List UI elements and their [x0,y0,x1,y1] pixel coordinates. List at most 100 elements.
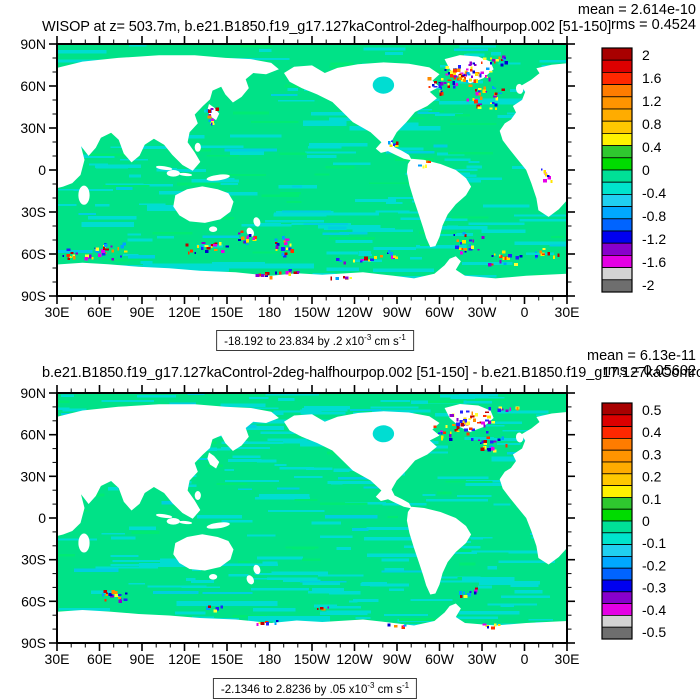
y-tick-label: 60S [21,593,46,609]
caption-scale-exponent: -3 [367,681,375,690]
caption-unit-text: cm s [374,683,402,696]
colorbar-tick-label: -1.6 [642,254,666,270]
extreme-value-speckles [102,406,520,630]
colorbar-tick-label: 0.8 [642,116,662,132]
colorbar-tick-label: 0.2 [642,469,662,485]
x-tick-label: 30W [468,304,498,320]
y-tick-label: 30S [21,552,46,568]
map-field [57,393,567,643]
y-tick-label: 60S [21,246,46,262]
panel-bottom-stats: mean = 6.13e-11 rms = 0.05602 [587,349,696,379]
panel-top-range-caption: -18.192 to 23.834 by .2 x10-3 cm s-1 [216,330,414,351]
caption-scale-text: x10 [345,335,365,348]
x-tick-label: 30E [45,651,70,667]
x-axis-labels: 30E 60E 90E 120E 150E 180 150W 120W 90W 60W 30W 0 30… [45,651,580,667]
x-tick-label: 150E [211,651,244,667]
x-tick-label: 30E [555,651,580,667]
x-tick-label: 150E [211,304,244,320]
y-tick-label: 0 [38,510,46,526]
map-panel-bottom: 30E 60E 90E 120E 150E 180 150W 120W 90W 60W 30W 0 30… [20,385,666,667]
x-axis-ticks [56,36,568,304]
colorbar-tick-label: 0.5 [642,402,662,418]
panel-top-rms-value: rms = 0.4524 [610,17,696,33]
colorbar-tick-label: 0.1 [642,491,662,507]
land-masses [57,404,567,643]
x-tick-label: 120W [336,651,373,667]
caption-range-text: -18.192 to 23.834 by .2 [224,335,346,348]
colorbar-tick-label: -0.3 [642,580,666,596]
colorbar-tick-label: 0.3 [642,446,662,462]
x-tick-label: 60E [87,304,112,320]
y-tick-label: 30N [20,468,46,484]
x-tick-label: 90E [130,651,155,667]
y-axis-ticks [49,43,575,297]
x-tick-label: 60E [87,651,112,667]
x-tick-label: 120E [168,651,201,667]
x-tick-label: 120E [168,304,201,320]
map-field [57,44,567,296]
y-axis-ticks [49,392,575,644]
caption-unit-text: cm s [371,335,399,348]
colorbar-tick-label: 0.4 [642,139,662,155]
caption-unit-exponent: -1 [398,333,406,342]
x-tick-label: 90W [383,651,413,667]
y-tick-label: 30N [20,120,46,136]
caption-unit-exponent: -1 [401,681,410,690]
x-axis-ticks [56,385,568,651]
colorbar-tick-label: -0.2 [642,557,666,573]
x-tick-label: 180 [258,304,282,320]
y-tick-label: 60N [20,427,46,443]
colorbar-tick-label: -0.4 [642,602,666,618]
colorbar-tick-label: -2 [642,277,655,293]
panel-top-mean-value: mean = 2.614e-10 [577,2,696,18]
y-tick-label: 90N [20,385,46,401]
x-tick-label: 60W [425,304,455,320]
extreme-value-speckles [62,55,560,281]
panel-top-title: WISOP at z= 503.7m, b.e21.B1850.f19_g17.… [42,19,612,35]
colorbar-tick-label: -1.2 [642,231,666,247]
colorbar-tick-label: 0.4 [642,424,662,440]
panel-top-stats: mean = 2.614e-10 rms = 0.4524 [578,3,696,33]
x-tick-label: 150W [294,651,331,667]
colorbar: 2 1.6 1.2 0.8 0.4 0 -0.4 -0.8 -1.2 -1.6 -2 [601,47,666,293]
x-tick-label: 180 [258,651,282,667]
y-tick-label: 0 [38,162,46,178]
colorbar-tick-label: -0.8 [642,208,666,224]
caption-scale-text: x10 [348,683,368,696]
caption-range-text: -2.1346 to 2.8236 by .05 [220,683,349,696]
panel-bottom-range-caption: -2.1346 to 2.8236 by .05 x10-3 cm s-1 [212,678,418,699]
x-tick-label: 90W [383,304,413,320]
colorbar: 0.5 0.4 0.3 0.2 0.1 0 -0.1 -0.2 -0.3 -0.4 -0.5 [601,402,666,640]
map-panel-top: 30E 60E 90E 120E 150E 180 150W 120W 90W 60W 30W 0 30… [20,36,666,320]
y-tick-label: 30S [21,204,46,220]
colorbar-tick-label: 0 [642,513,650,529]
y-tick-label: 90S [21,288,46,304]
x-tick-label: 0 [521,304,529,320]
panel-bottom-title: b.e21.B1850.f19_g17.127kaControl-2deg-ha… [42,365,700,381]
x-tick-label: 30E [45,304,70,320]
y-tick-label: 60N [20,78,46,94]
panel-bottom-mean-value: mean = 6.13e-11 [587,348,696,364]
x-axis-labels: 30E 60E 90E 120E 150E 180 150W 120W 90W 60W 30W 0 30… [45,304,580,320]
y-axis-labels: 90N 60N 30N 0 30S 60S 90S [20,36,46,304]
y-tick-label: 90S [21,635,46,651]
x-tick-label: 30W [468,651,498,667]
colorbar-tick-label: -0.4 [642,185,666,201]
panel-bottom-rms-value: rms = 0.05602 [602,363,696,379]
x-tick-label: 60W [425,651,455,667]
x-tick-label: 30E [555,304,580,320]
y-axis-labels: 90N 60N 30N 0 30S 60S 90S [20,385,46,651]
x-tick-label: 150W [294,304,331,320]
colorbar-tick-label: 1.2 [642,93,662,109]
colorbar-tick-label: 1.6 [642,70,662,86]
y-tick-label: 90N [20,36,46,52]
land-masses [57,55,567,296]
colorbar-tick-label: 0 [642,162,650,178]
colorbar-tick-label: -0.1 [642,535,666,551]
caption-scale-exponent: -3 [364,333,372,342]
x-tick-label: 120W [336,304,373,320]
x-tick-label: 0 [521,651,529,667]
colorbar-tick-label: 2 [642,47,650,63]
colorbar-tick-label: -0.5 [642,624,666,640]
